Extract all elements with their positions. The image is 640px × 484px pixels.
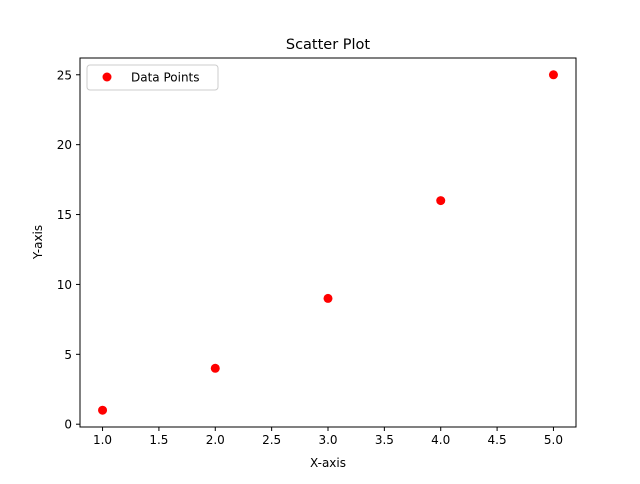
x-axis-label: X-axis xyxy=(310,456,346,470)
x-tick-label: 1.0 xyxy=(93,433,112,447)
y-axis-ticks: 0 5 10 15 20 25 xyxy=(57,68,80,432)
y-tick-label: 25 xyxy=(57,68,72,82)
y-tick-label: 0 xyxy=(64,418,72,432)
legend-label: Data Points xyxy=(131,71,200,85)
x-tick-label: 3.5 xyxy=(375,433,394,447)
data-point xyxy=(323,293,333,303)
x-tick-label: 3.0 xyxy=(318,433,337,447)
x-tick-label: 2.0 xyxy=(206,433,225,447)
y-tick-label: 10 xyxy=(57,278,72,292)
data-point xyxy=(98,405,108,415)
x-tick-label: 1.5 xyxy=(149,433,168,447)
x-tick-label: 4.0 xyxy=(431,433,450,447)
x-tick-label: 4.5 xyxy=(488,433,507,447)
x-axis-ticks: 1.0 1.5 2.0 2.5 3.0 3.5 4.0 4.5 5.0 xyxy=(93,427,563,447)
legend-box xyxy=(86,64,219,91)
x-tick-label: 5.0 xyxy=(544,433,563,447)
chart-title: Scatter Plot xyxy=(286,37,371,53)
x-tick-label: 2.5 xyxy=(262,433,281,447)
data-point xyxy=(548,70,558,80)
y-tick-label: 5 xyxy=(64,348,72,362)
legend: Data Points xyxy=(86,64,219,91)
plot-frame xyxy=(79,57,577,428)
y-tick-label: 20 xyxy=(57,138,72,152)
data-point xyxy=(436,196,446,206)
data-points xyxy=(98,70,558,415)
legend-marker xyxy=(102,72,112,82)
y-tick-label: 15 xyxy=(57,208,72,222)
y-axis-label: Y-axis xyxy=(31,225,45,260)
data-point xyxy=(210,363,220,373)
